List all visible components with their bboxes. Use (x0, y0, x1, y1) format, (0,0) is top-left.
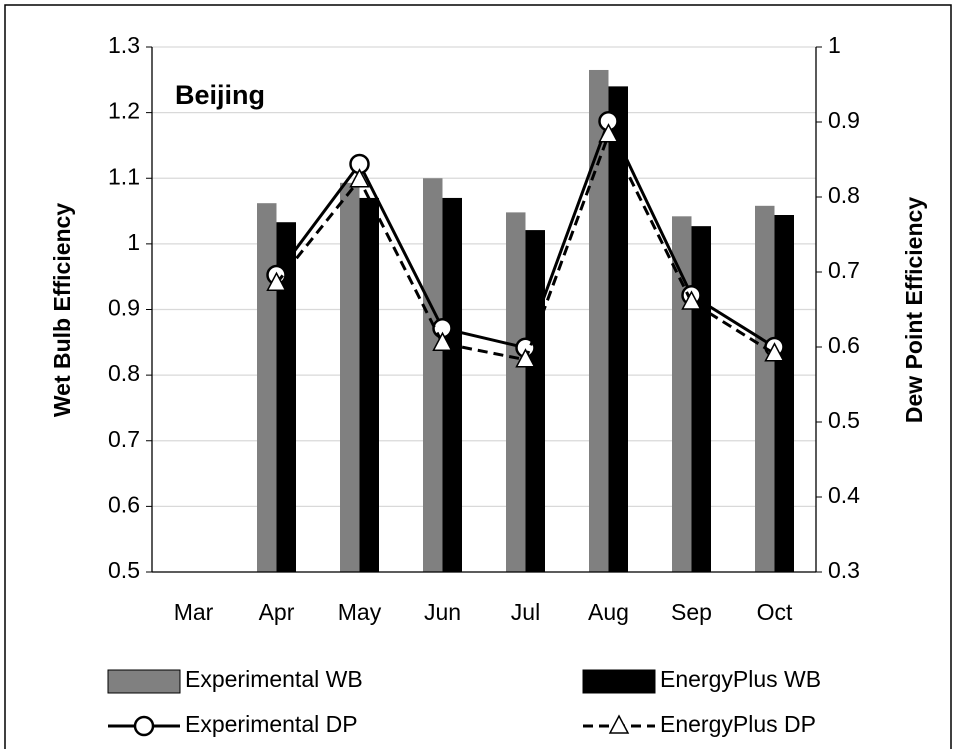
y2-axis-label: Dew Point Efficiency (901, 197, 927, 423)
legend-marker (608, 714, 630, 734)
x-tick-label: May (338, 599, 382, 625)
y-tick-label: 0.7 (108, 426, 140, 452)
y2-tick-label: 1 (828, 32, 841, 58)
x-tick-label: Mar (174, 599, 214, 625)
x-tick-label: Apr (259, 599, 295, 625)
bar (276, 222, 296, 572)
legend-marker (133, 715, 155, 737)
y-tick-label: 0.6 (108, 491, 140, 517)
y-tick-label: 1 (127, 229, 140, 255)
bar (423, 178, 443, 572)
bar (359, 197, 379, 572)
legend-label: Experimental DP (185, 711, 358, 737)
legend-label: EnergyPlus DP (660, 711, 816, 737)
x-tick-label: Aug (588, 599, 629, 625)
y2-tick-label: 0.4 (828, 482, 860, 508)
marker (764, 342, 785, 362)
legend-swatch (582, 669, 656, 694)
marker (598, 123, 619, 143)
marker (515, 348, 536, 368)
y-tick-label: 1.3 (108, 32, 140, 58)
x-tick-label: Oct (757, 599, 793, 625)
y2-tick-label: 0.5 (828, 407, 860, 433)
bar (257, 203, 277, 572)
marker (349, 168, 370, 188)
marker (432, 331, 453, 351)
frame (4, 4, 952, 749)
bar (442, 197, 462, 572)
bar (691, 226, 711, 572)
y2-tick-label: 0.8 (828, 182, 860, 208)
legend-label: EnergyPlus WB (660, 666, 821, 692)
marker (266, 271, 287, 291)
y-tick-label: 1.1 (108, 163, 140, 189)
legend-swatch (107, 669, 181, 694)
y-tick-label: 0.5 (108, 557, 140, 583)
y-tick-label: 0.9 (108, 295, 140, 321)
bar (340, 182, 360, 572)
bar (755, 205, 775, 572)
bar (608, 86, 628, 572)
x-tick-label: Jun (424, 599, 461, 625)
y-tick-label: 1.2 (108, 98, 140, 124)
y-axis-label: Wet Bulb Efficiency (49, 203, 75, 417)
legend-label: Experimental WB (185, 666, 363, 692)
x-tick-label: Sep (671, 599, 712, 625)
y2-tick-label: 0.9 (828, 107, 860, 133)
y2-tick-label: 0.6 (828, 332, 860, 358)
y2-tick-label: 0.7 (828, 257, 860, 283)
marker (681, 290, 702, 310)
x-tick-label: Jul (511, 599, 540, 625)
bar (774, 215, 794, 572)
y-tick-label: 0.8 (108, 360, 140, 386)
y2-tick-label: 0.3 (828, 557, 860, 583)
bar (589, 69, 609, 572)
annotation: Beijing (175, 80, 265, 110)
bar (506, 212, 526, 572)
bar (525, 230, 545, 572)
